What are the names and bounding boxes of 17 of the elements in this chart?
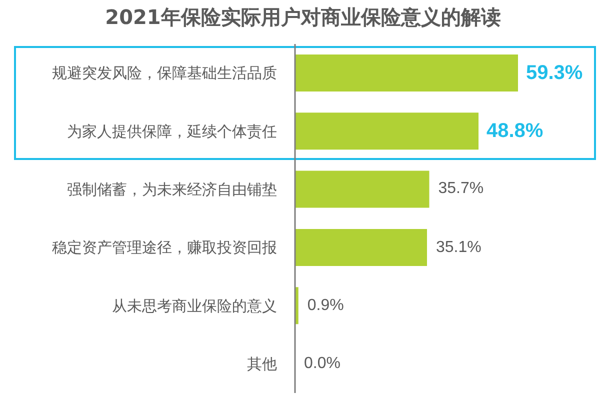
data-label: 0.9% [307, 296, 344, 314]
bar [295, 228, 427, 266]
data-label: 35.7% [438, 180, 484, 198]
bar [295, 170, 430, 208]
y-tick-label: 从未思考商业保险的意义 [112, 296, 277, 315]
bar [295, 112, 479, 150]
bar [295, 54, 518, 92]
data-label: 59.3% [526, 62, 583, 84]
y-tick-label: 其他 [247, 354, 277, 373]
y-tick-label: 规避突发风险，保障基础生活品质 [52, 64, 277, 82]
y-tick-label: 稳定资产管理途径，赚取投资回报 [52, 238, 277, 257]
data-label: 35.1% [436, 238, 482, 256]
y-tick-label: 强制储蓄，为未来经济自由铺垫 [67, 180, 277, 198]
chart-title: 2021年保险实际用户对商业保险意义的解读 [104, 4, 502, 31]
data-label: 0.0% [304, 354, 340, 372]
data-label: 48.8% [486, 120, 544, 142]
y-tick-label: 为家人提供保障，延续个体责任 [67, 122, 277, 140]
